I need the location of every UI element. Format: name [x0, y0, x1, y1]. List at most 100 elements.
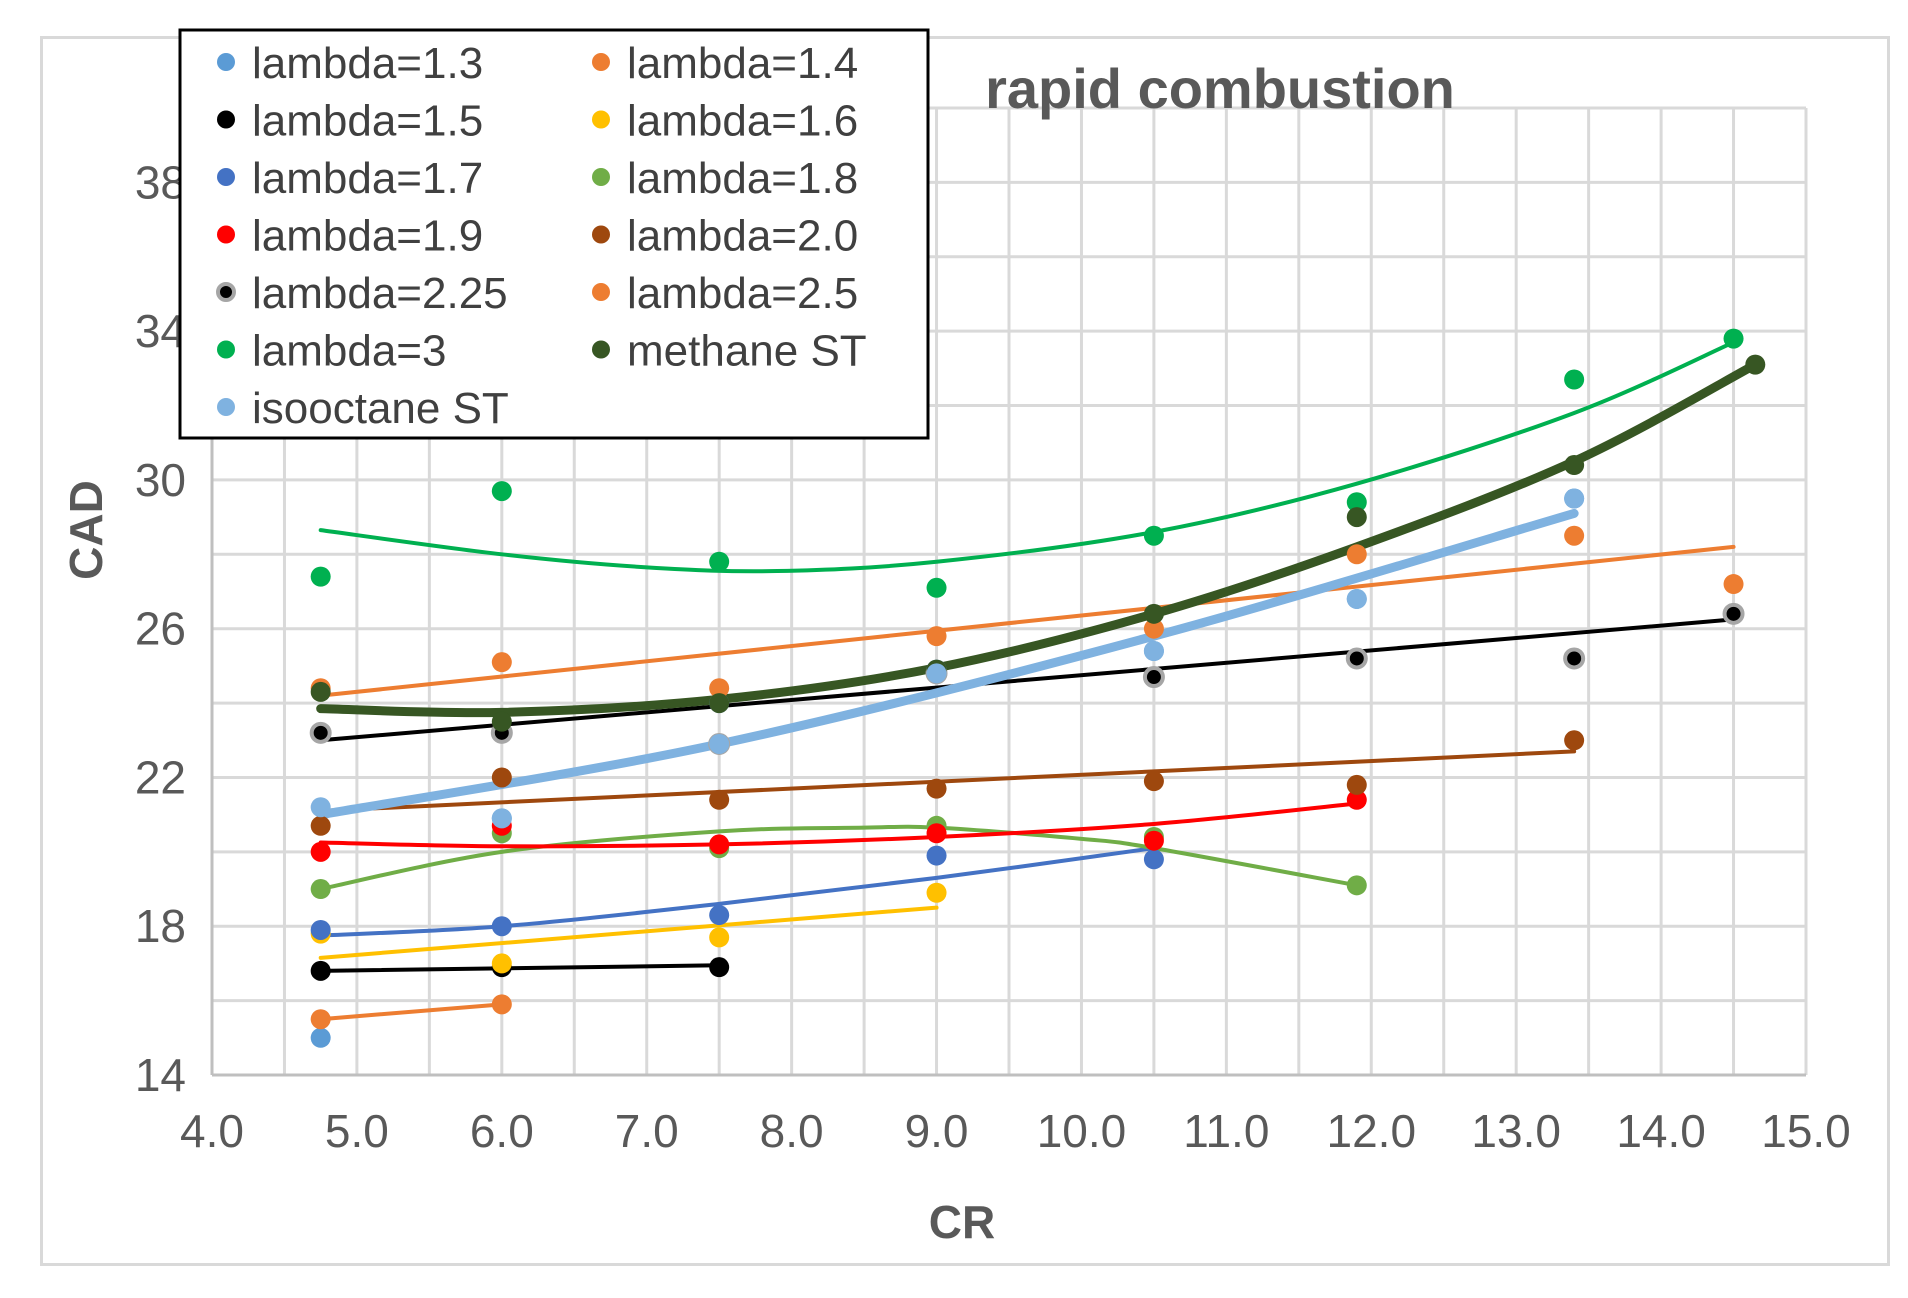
trend-lines: [316, 340, 1760, 1022]
legend-marker: [217, 398, 235, 416]
data-point: [310, 566, 331, 587]
legend-marker: [217, 110, 235, 129]
data-points: [309, 328, 1766, 1048]
data-point: [709, 957, 730, 978]
x-axis-title: CR: [929, 1196, 995, 1248]
legend-label: lambda=1.7: [252, 154, 483, 203]
data-point: [1143, 525, 1164, 546]
data-point: [310, 797, 331, 818]
trend-line: [318, 905, 939, 960]
data-point: [1346, 588, 1367, 609]
data-point: [491, 767, 512, 788]
legend-label: lambda=1.9: [252, 212, 483, 261]
data-point: [709, 733, 730, 754]
data-point: [491, 711, 512, 732]
x-tick-label: 10.0: [1037, 1105, 1127, 1157]
legend-marker: [216, 282, 236, 302]
data-point: [491, 916, 512, 937]
data-point: [491, 994, 512, 1015]
legend-marker: [592, 225, 610, 244]
data-point: [926, 845, 947, 866]
trend-line: [318, 749, 1577, 813]
data-point: [491, 808, 512, 829]
data-point: [491, 652, 512, 673]
data-point: [1722, 602, 1745, 625]
data-point: [1564, 525, 1585, 546]
data-point: [1143, 641, 1164, 662]
data-point: [1564, 455, 1585, 476]
y-tick-label: 26: [135, 603, 186, 655]
chart-title: rapid combustion: [985, 57, 1455, 120]
data-point: [1346, 789, 1367, 810]
data-point: [926, 823, 947, 844]
x-tick-label: 5.0: [325, 1105, 389, 1157]
x-tick-label: 11.0: [1183, 1105, 1269, 1157]
legend-label: lambda=2.0: [627, 212, 858, 261]
legend-label: isooctane ST: [252, 384, 509, 433]
data-point: [926, 577, 947, 598]
data-point: [491, 953, 512, 974]
trend-line: [318, 544, 1736, 698]
data-point: [1563, 647, 1586, 670]
data-point: [310, 681, 331, 702]
y-tick-label: 30: [135, 454, 186, 506]
data-point: [926, 778, 947, 799]
x-tick-label: 4.0: [180, 1105, 244, 1157]
x-tick-label: 8.0: [760, 1105, 824, 1157]
data-point: [310, 879, 331, 900]
data-point: [709, 789, 730, 810]
data-point: [709, 678, 730, 699]
data-point: [1143, 618, 1164, 639]
y-tick-label: 18: [135, 900, 186, 952]
data-point: [709, 905, 730, 926]
data-point: [1346, 492, 1367, 513]
legend-label: lambda=1.3: [252, 39, 483, 88]
data-point: [709, 693, 730, 714]
legend-marker: [592, 53, 610, 71]
legend-marker: [217, 168, 235, 186]
y-tick-label: 14: [135, 1049, 186, 1101]
trend-line: [318, 1002, 504, 1022]
data-point: [310, 960, 331, 981]
data-point: [1346, 544, 1367, 565]
legend-marker: [592, 340, 610, 359]
data-point: [1346, 875, 1367, 896]
data-point: [310, 1009, 331, 1030]
trend-line: [318, 846, 1156, 938]
legend-box: [178, 28, 930, 440]
y-tick-label: 22: [135, 751, 186, 803]
legend-marker: [217, 53, 235, 71]
legend-label: lambda=2.25: [252, 269, 508, 318]
trend-line: [318, 824, 1359, 892]
data-point: [709, 834, 730, 855]
data-point: [1564, 369, 1585, 390]
x-tick-label: 15.0: [1761, 1105, 1851, 1157]
y-axis-title: CAD: [60, 480, 112, 580]
data-point: [1346, 774, 1367, 795]
legend-marker: [592, 283, 610, 301]
legend-marker: [217, 225, 235, 244]
trend-line: [318, 617, 1736, 743]
data-point: [926, 663, 947, 684]
data-point: [1564, 488, 1585, 509]
axes: 4.0 5.0 6.0 7.0 8.0 9.0 10.0 11.0 12.0 13.0 14.0 15…: [135, 108, 1851, 1157]
data-point: [309, 721, 332, 744]
legend-label: lambda=3: [252, 327, 446, 376]
data-point: [1143, 830, 1164, 851]
legend-marker: [592, 168, 610, 186]
legend-label: lambda=1.4: [627, 39, 858, 88]
x-tick-label: 12.0: [1327, 1105, 1417, 1157]
x-tick-label: 6.0: [470, 1105, 534, 1157]
x-tick-label: 9.0: [905, 1105, 969, 1157]
legend-marker: [217, 340, 235, 359]
data-point: [491, 481, 512, 502]
legend-label: lambda=1.5: [252, 97, 483, 146]
data-point: [926, 626, 947, 647]
data-point: [1142, 666, 1165, 689]
data-point: [310, 815, 331, 836]
data-point: [1564, 730, 1585, 751]
trend-line: [318, 340, 1736, 574]
x-tick-label: 14.0: [1616, 1105, 1706, 1157]
data-point: [310, 841, 331, 862]
data-point: [1143, 771, 1164, 792]
